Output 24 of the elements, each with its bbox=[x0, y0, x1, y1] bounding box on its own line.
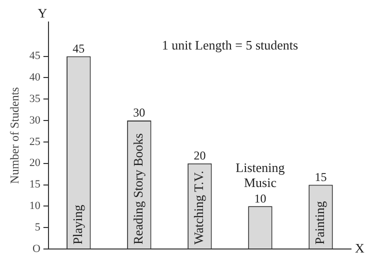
y-tick-label: 25 bbox=[29, 136, 41, 148]
data-label: 15 bbox=[314, 170, 327, 184]
y-tick-label: 15 bbox=[29, 178, 41, 191]
text: Y bbox=[38, 5, 48, 20]
y-tick-label: 40 bbox=[29, 72, 41, 84]
x-tick-label: Reading Story Books bbox=[130, 133, 146, 244]
y-tick-label: 5 bbox=[34, 221, 41, 234]
x-axis-title: X bbox=[355, 240, 365, 256]
data-label: 20 bbox=[194, 148, 206, 162]
y-tick-label: 35 bbox=[29, 92, 41, 105]
x-tick-label: Playing bbox=[70, 204, 86, 244]
y-tick-label: 20 bbox=[29, 157, 41, 170]
y-tick-label: O bbox=[32, 242, 40, 255]
data-label: 10 bbox=[254, 191, 266, 206]
data-label: 45 bbox=[72, 41, 85, 56]
x-tick-label: Listening Music bbox=[236, 160, 286, 190]
y-axis-title: Number of Students bbox=[7, 86, 22, 184]
data-label: 30 bbox=[133, 106, 146, 120]
y-tick-label: 30 bbox=[29, 114, 41, 126]
annotation: 1 unit Length = 5 students bbox=[162, 37, 298, 52]
x-tick-label: Painting bbox=[312, 200, 328, 244]
y-tick-label: 10 bbox=[29, 200, 41, 212]
y-tick-label: 45 bbox=[29, 50, 41, 62]
x-tick-label: Watching T.V. bbox=[191, 170, 206, 244]
